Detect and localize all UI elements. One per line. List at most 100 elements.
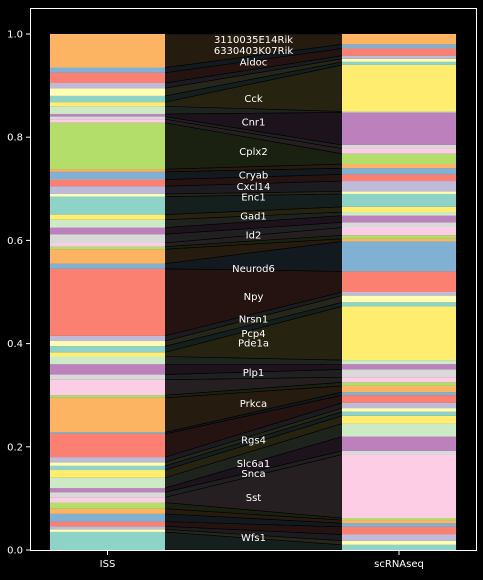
scrnaseq-segment	[341, 55, 457, 59]
iss-segment	[49, 219, 166, 228]
gene-label: Pcp4	[241, 329, 265, 340]
scrnaseq-segment	[341, 48, 457, 56]
scrnaseq-segment	[341, 411, 457, 417]
iss-stacked-bar	[49, 33, 166, 551]
iss-segment	[49, 82, 166, 89]
iss-segment	[49, 168, 166, 172]
scrnaseq-segment	[341, 385, 457, 393]
gene-label: Sst	[246, 493, 262, 504]
scrnaseq-segment	[341, 174, 457, 182]
scrnaseq-segment	[341, 295, 457, 303]
gene-label: 3110035E14Rik	[214, 35, 293, 46]
iss-segment	[49, 513, 166, 522]
iss-segment	[49, 214, 166, 220]
iss-segment	[49, 118, 166, 123]
scrnaseq-segment	[341, 454, 457, 519]
iss-segment	[49, 116, 166, 120]
iss-segment	[49, 487, 166, 493]
scrnaseq-segment	[341, 206, 457, 213]
scrnaseq-segment	[341, 148, 457, 154]
gene-label: Cryab	[239, 170, 269, 181]
scrnaseq-segment	[341, 450, 457, 455]
gene-label: Id2	[246, 231, 262, 242]
scrnaseq-segment	[341, 382, 457, 387]
scrnaseq-segment	[341, 191, 457, 195]
scrnaseq-segment	[341, 291, 457, 296]
x-axis: ISS scRNAseq	[100, 550, 424, 570]
scrnaseq-segment	[341, 519, 457, 524]
iss-segment	[49, 72, 166, 84]
scrnaseq-segment	[341, 271, 457, 293]
scrnaseq-segment	[341, 415, 457, 424]
iss-segment	[49, 113, 166, 117]
gene-label: Snca	[241, 469, 265, 480]
scrnaseq-segment	[341, 526, 457, 535]
iss-segment	[49, 186, 166, 195]
gene-label: Enc1	[241, 193, 266, 204]
scrnaseq-segment	[341, 44, 457, 49]
scrnaseq-segment	[341, 407, 457, 412]
iss-segment	[49, 33, 166, 68]
iss-segment	[49, 469, 166, 478]
gene-label: Cnr1	[242, 118, 266, 129]
scrnaseq-segment	[341, 423, 457, 437]
iss-segment	[49, 242, 166, 247]
iss-segment	[49, 340, 166, 347]
iss-segment	[49, 364, 166, 375]
scrnaseq-segment	[341, 167, 457, 175]
y-tick-label: 0.0	[7, 546, 23, 557]
iss-segment	[49, 345, 166, 353]
iss-segment	[49, 502, 166, 509]
scrnaseq-segment	[341, 306, 457, 361]
scrnaseq-segment	[341, 238, 457, 242]
iss-segment	[49, 465, 166, 471]
iss-segment	[49, 529, 166, 533]
y-tick-label: 0.6	[7, 236, 23, 247]
iss-segment	[49, 492, 166, 498]
iss-segment	[49, 356, 166, 365]
iss-segment	[49, 248, 166, 264]
iss-segment	[49, 395, 166, 398]
x-tick-label: scRNAseq	[374, 559, 424, 570]
gene-label: Pde1a	[238, 339, 269, 350]
iss-segment	[49, 95, 166, 103]
scrnaseq-segment	[341, 376, 457, 383]
scrnaseq-segment	[341, 241, 457, 272]
flow-bands	[164, 33, 343, 551]
gene-label: Nrsn1	[239, 314, 269, 325]
iss-segment	[49, 196, 166, 215]
iss-segment	[49, 122, 166, 170]
x-tick-label: ISS	[100, 559, 116, 570]
gene-label: Rgs4	[241, 436, 266, 447]
iss-segment	[49, 87, 166, 97]
scrnaseq-segment	[341, 402, 457, 409]
iss-segment	[49, 101, 166, 107]
scrnaseq-segment	[341, 64, 457, 112]
scrnaseq-segment	[341, 112, 457, 146]
y-tick-label: 1.0	[7, 30, 23, 41]
iss-segment	[49, 433, 166, 458]
iss-segment	[49, 526, 166, 530]
scrnaseq-segment	[341, 33, 457, 45]
scrnaseq-segment	[341, 364, 457, 370]
gene-label: Aldoc	[240, 57, 268, 68]
scrnaseq-segment	[341, 302, 457, 307]
gene-label: Cplx2	[239, 147, 267, 158]
y-tick-label: 0.2	[7, 442, 23, 453]
scrnaseq-segment	[341, 369, 457, 378]
gene-label: Cck	[244, 94, 262, 105]
gene-label: Neurod6	[232, 264, 275, 275]
gene-label: Plp1	[243, 368, 265, 379]
plot-frame	[30, 8, 477, 551]
iss-segment	[49, 227, 166, 235]
iss-segment	[49, 477, 166, 489]
iss-segment	[49, 379, 166, 396]
iss-segment	[49, 374, 166, 380]
scrnaseq-segment	[341, 163, 457, 169]
gene-label: 6330403K07Rik	[214, 46, 294, 57]
scrnaseq-segment	[341, 144, 457, 149]
scrnaseq-segment	[341, 61, 457, 66]
iss-segment	[49, 432, 166, 435]
